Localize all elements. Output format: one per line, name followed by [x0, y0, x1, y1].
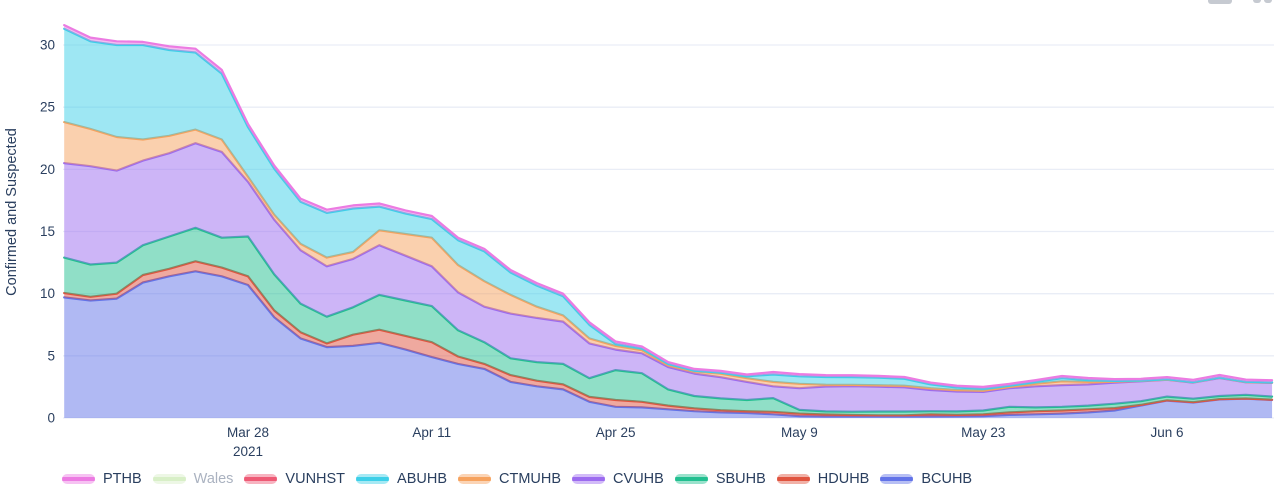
legend-item-abuhb[interactable]: ABUHB — [356, 472, 447, 487]
legend-label: SBUHB — [715, 470, 766, 487]
legend-swatch-pthb — [62, 474, 95, 484]
area-layer — [63, 24, 1274, 418]
legend-label: ABUHB — [397, 470, 448, 487]
area-abuhb[interactable] — [64, 28, 1273, 391]
x-tick-label: May 23 — [961, 425, 1005, 440]
legend-swatch-line — [152, 477, 186, 481]
legend-item-vunhst[interactable]: VUNHST — [244, 472, 345, 487]
area-hduhb[interactable] — [64, 261, 1273, 417]
y-tick-label: 20 — [40, 162, 55, 177]
area-sbuhb[interactable] — [64, 227, 1273, 416]
legend-label: CTMUHB — [499, 470, 562, 487]
legend-item-bcuhb[interactable]: BCUHB — [880, 472, 972, 487]
legend-label: PTHB — [103, 470, 142, 487]
modebar-button-fragment-2[interactable] — [1253, 0, 1261, 3]
x-tick-label: May 9 — [781, 425, 818, 440]
modebar-button-fragment-1[interactable] — [1208, 0, 1232, 4]
legend-swatch-line — [458, 477, 492, 481]
y-tick-label: 5 — [47, 348, 55, 363]
legend: PTHB Wales VUNHST ABUHB CTMUHB CVUHB SBUHB HDUH… — [62, 464, 972, 494]
x-tick-label: Apr 11 — [412, 425, 451, 440]
plot-canvas[interactable]: 0 5 10 15 20 25 30 Mar 28 2021 Apr 11 Apr 25 May 9… — [0, 0, 1282, 462]
legend-item-sbuhb[interactable]: SBUHB — [674, 470, 766, 487]
modebar-button-fragment-3[interactable] — [1264, 0, 1272, 3]
legend-item-cvuhb[interactable]: CVUHB — [572, 472, 664, 487]
legend-swatch-line — [356, 477, 390, 481]
y-tick-label: 30 — [40, 38, 55, 53]
line-pthb[interactable] — [63, 24, 1274, 388]
area-cvuhb[interactable] — [64, 143, 1273, 412]
x-tick-label: Jun 6 — [1151, 425, 1184, 440]
legend-swatch-vunhst — [244, 474, 278, 484]
y-tick-label: 25 — [40, 100, 55, 115]
legend-swatch-abuhb — [356, 474, 390, 484]
y-tick-label: 10 — [40, 286, 55, 301]
y-tick-label: 0 — [47, 411, 55, 426]
legend-item-hduhb[interactable]: HDUHB — [776, 470, 870, 487]
legend-item-pthb[interactable]: PTHB — [62, 472, 142, 487]
legend-swatch-bcuhb — [880, 474, 914, 484]
legend-item-ctmuhb[interactable]: CTMUHB — [458, 472, 561, 487]
x-tick-year-label: 2021 — [233, 444, 263, 459]
y-axis-title: Confirmed and Suspected — [4, 128, 20, 296]
legend-swatch-cvuhb — [572, 474, 606, 484]
area-bcuhb[interactable] — [64, 271, 1273, 418]
legend-swatch-line — [572, 477, 606, 481]
legend-label: VUNHST — [285, 470, 346, 487]
legend-label: Wales — [193, 470, 234, 487]
legend-label: BCUHB — [921, 470, 973, 487]
legend-swatch-line — [244, 477, 278, 481]
legend-label: CVUHB — [613, 470, 664, 487]
legend-swatch-hduhb — [776, 474, 810, 484]
legend-swatch-line — [880, 477, 914, 481]
legend-label: HDUHB — [817, 470, 870, 487]
legend-swatch-line — [674, 477, 708, 481]
x-tick-label: Apr 25 — [596, 425, 636, 440]
legend-swatch-line — [62, 477, 95, 481]
legend-swatch-ctmuhb — [458, 474, 492, 484]
y-tick-label: 15 — [40, 224, 55, 239]
legend-swatch-sbuhb — [674, 474, 708, 484]
x-tick-label: Mar 28 — [227, 425, 269, 440]
x-axis-ticks: Mar 28 2021 Apr 11 Apr 25 May 9 May 23 Jun 6 — [227, 425, 1184, 459]
legend-item-wales[interactable]: Wales — [152, 470, 234, 487]
legend-swatch-line — [776, 477, 810, 481]
legend-swatch-wales — [152, 474, 186, 484]
y-axis-ticks: 0 5 10 15 20 25 30 — [40, 38, 55, 426]
